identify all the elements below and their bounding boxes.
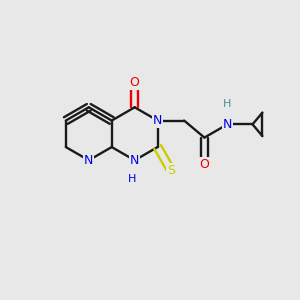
Text: N: N [84,154,94,167]
Text: O: O [200,158,209,171]
Text: H: H [128,174,136,184]
Text: N: N [223,118,232,131]
Text: N: N [153,114,162,127]
Text: S: S [167,164,175,177]
Text: O: O [130,76,140,89]
Text: H: H [223,100,232,110]
Text: N: N [130,154,140,167]
